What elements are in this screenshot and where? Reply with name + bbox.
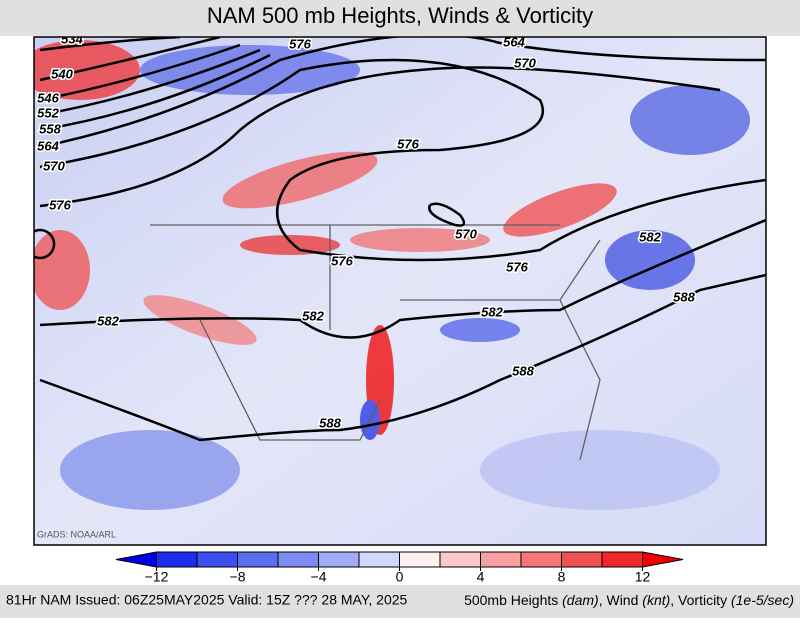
contour-label: 588 (673, 289, 695, 304)
contour-label: 564 (503, 34, 525, 49)
map-frame (33, 36, 767, 546)
colorbar-tick-label: 12 (635, 569, 651, 585)
colorbar-segment (561, 551, 603, 568)
colorbar-segment (520, 551, 562, 568)
colorbar: −12 −8 −4 0 4 8 12 (115, 551, 684, 585)
colorbar-tick-label: −8 (230, 569, 246, 585)
contour-label: 576 (506, 259, 528, 274)
footer-part: (dam) (562, 592, 599, 608)
colorbar-segment (358, 551, 400, 568)
colorbar-segment (115, 551, 157, 568)
credit: GrADS: NOAA/ARL (37, 529, 116, 539)
contour-label: 552 (37, 105, 59, 120)
contour-label: 570 (43, 158, 65, 173)
colorbar-tick-label: 4 (477, 569, 485, 585)
contour-label: 582 (639, 229, 661, 244)
contour-label: 576 (289, 36, 311, 51)
vorticity-field (34, 40, 750, 510)
footer-bar (0, 585, 800, 618)
colorbar-segment (237, 551, 279, 568)
footer-part: 500mb Heights (464, 592, 562, 608)
contour-label: 576 (397, 136, 419, 151)
contour-label: 588 (319, 415, 341, 430)
title-bar (0, 0, 800, 36)
contour-label: 576 (331, 253, 353, 268)
contour-label: 558 (39, 121, 61, 136)
contour-label: 576 (49, 197, 71, 212)
colorbar-segment (318, 551, 360, 568)
contour-label: 540 (51, 66, 73, 81)
contour-label: 570 (514, 55, 536, 70)
colorbar-segment (277, 551, 319, 568)
colorbar-segment (399, 551, 441, 568)
colorbar-tick-label: 8 (558, 569, 566, 585)
contour-label: 582 (302, 308, 324, 323)
footer-right: 500mb Heights (dam), Wind (knt), Vortici… (464, 592, 794, 608)
contour-label: 570 (455, 226, 477, 241)
footer-part: , Wind (599, 592, 643, 608)
contour-label: 534 (61, 31, 83, 46)
contour-label: 546 (37, 90, 59, 105)
contour-label: 564 (37, 138, 59, 153)
contour-label: 582 (481, 304, 503, 319)
colorbar-tick-label: −4 (311, 569, 327, 585)
colorbar-segment (156, 551, 198, 568)
colorbar-segment (601, 551, 643, 568)
colorbar-segment (439, 551, 481, 568)
contour-label: 582 (97, 313, 119, 328)
title: NAM 500 mb Heights, Winds & Vorticity (207, 3, 593, 28)
colorbar-tick-label: 0 (396, 569, 404, 585)
colorbar-segment (642, 551, 684, 568)
footer-left: 81Hr NAM Issued: 06Z25MAY2025 Valid: 15Z… (6, 592, 408, 608)
footer-part: , Vorticity (670, 592, 731, 608)
height-contours (34, 37, 766, 442)
borders (150, 224, 601, 461)
footer-part: (knt) (642, 592, 670, 608)
colorbar-segment (196, 551, 238, 568)
footer-part: (1e-5/sec) (731, 592, 794, 608)
colorbar-segment (480, 551, 522, 568)
colorbar-tick-label: −12 (145, 569, 169, 585)
contour-label: 588 (512, 363, 534, 378)
